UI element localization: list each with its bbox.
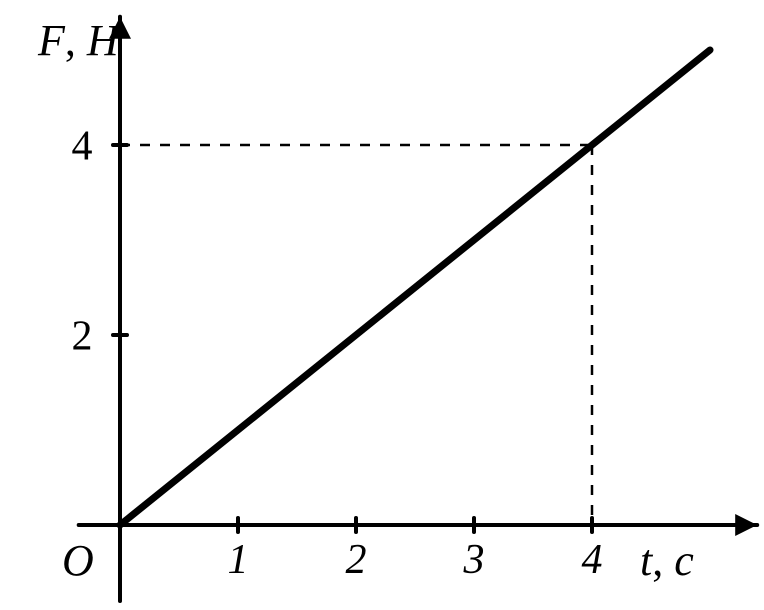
origin-label: O — [62, 536, 94, 585]
y-tick-label: 4 — [72, 124, 93, 170]
x-axis-label: t, c — [640, 536, 694, 585]
x-tick-label: 4 — [582, 537, 603, 583]
force-time-chart: 1 2 3 4 2 4 F, H t, c O — [0, 0, 764, 610]
y-axis-label: F, H — [37, 16, 121, 65]
x-tick-label: 3 — [463, 537, 485, 583]
x-tick-label: 1 — [228, 537, 249, 583]
plot-background — [0, 0, 764, 610]
x-tick-label: 2 — [346, 537, 367, 583]
y-tick-label: 2 — [72, 314, 93, 360]
